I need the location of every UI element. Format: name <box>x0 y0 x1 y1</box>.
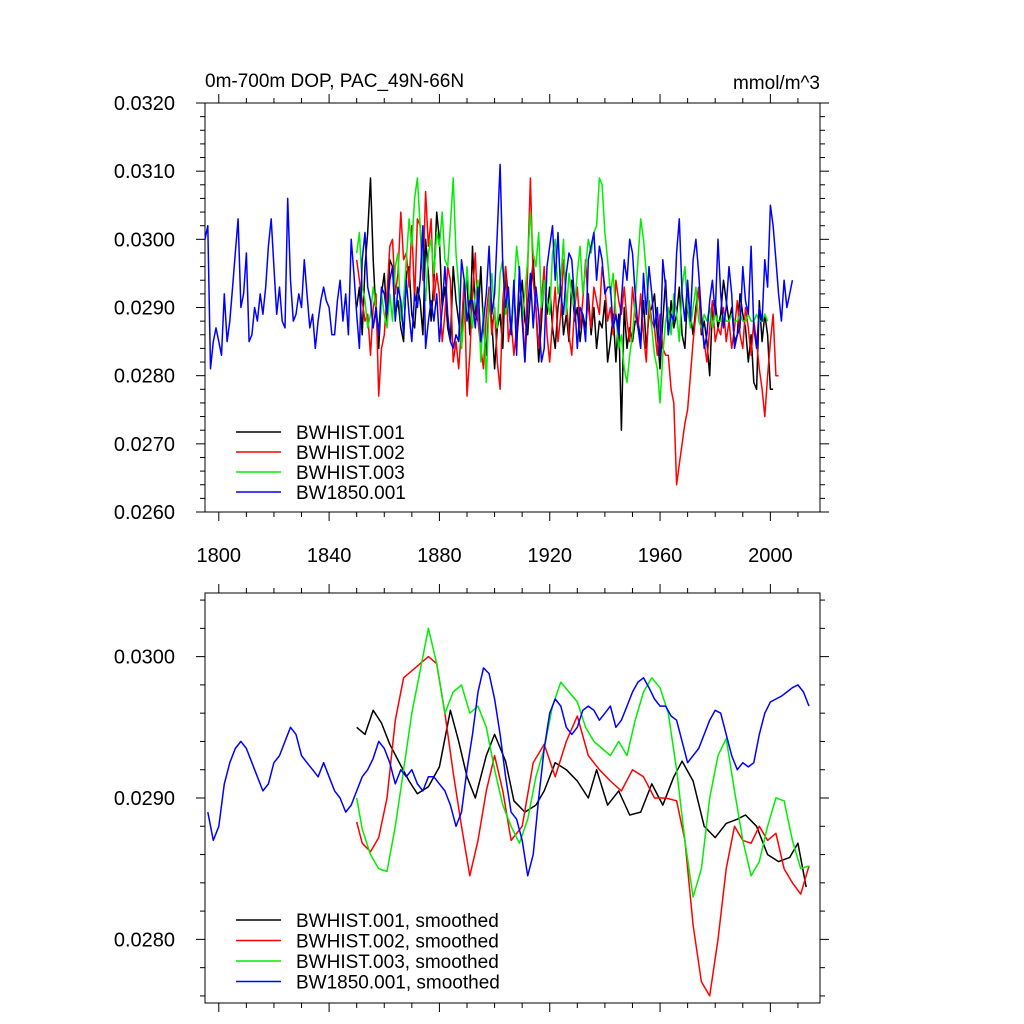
units-label: mmol/m^3 <box>733 73 820 94</box>
y-tick-label: 0.0280 <box>114 929 175 951</box>
legend-label: BWHIST.002, smoothed <box>296 932 499 953</box>
series-line-bwhist-002 <box>355 655 810 997</box>
y-tick-label: 0.0290 <box>114 788 175 810</box>
y-tick-label: 0.0270 <box>114 434 175 456</box>
legend-label: BWHIST.003 <box>296 463 405 484</box>
legend-label: BW1850.001 <box>296 483 406 504</box>
series-line-bwhist-003 <box>355 627 810 898</box>
x-tick-label: 1960 <box>638 545 683 567</box>
y-tick-label: 0.0290 <box>114 298 175 320</box>
y-tick-label: 0.0300 <box>114 229 175 251</box>
series-line-bwhist-001 <box>356 709 807 888</box>
y-tick-label: 0.0280 <box>114 366 175 388</box>
legend-label: BWHIST.001 <box>296 423 405 444</box>
series-line-bw1850-001 <box>204 163 794 370</box>
series-line-bw1850-001 <box>207 667 810 877</box>
x-tick-label: 2000 <box>748 545 793 567</box>
y-tick-label: 0.0310 <box>114 161 175 183</box>
legend-label: BWHIST.002 <box>296 443 405 464</box>
legend-label: BW1850.001, smoothed <box>296 973 500 994</box>
chart-title: 0m-700m DOP, PAC_49N-66N <box>205 71 464 92</box>
series-line-bwhist-002 <box>355 177 779 486</box>
x-tick-label: 1840 <box>307 545 352 567</box>
series-line-bwhist-001 <box>355 177 774 431</box>
panel-1: 0.0260 0.0270 0.0280 0.0290 0.0300 0.0310 0.03… <box>114 71 829 567</box>
x-tick-label: 1920 <box>527 545 572 567</box>
y-tick-label: 0.0260 <box>114 502 175 524</box>
legend-label: BWHIST.001, smoothed <box>296 911 499 932</box>
x-tick-label: 1880 <box>417 545 462 567</box>
x-tick-label: 1800 <box>197 545 242 567</box>
legend-label: BWHIST.003, smoothed <box>296 952 499 973</box>
y-tick-label: 0.0320 <box>114 93 175 115</box>
y-tick-label: 0.0300 <box>114 647 175 669</box>
